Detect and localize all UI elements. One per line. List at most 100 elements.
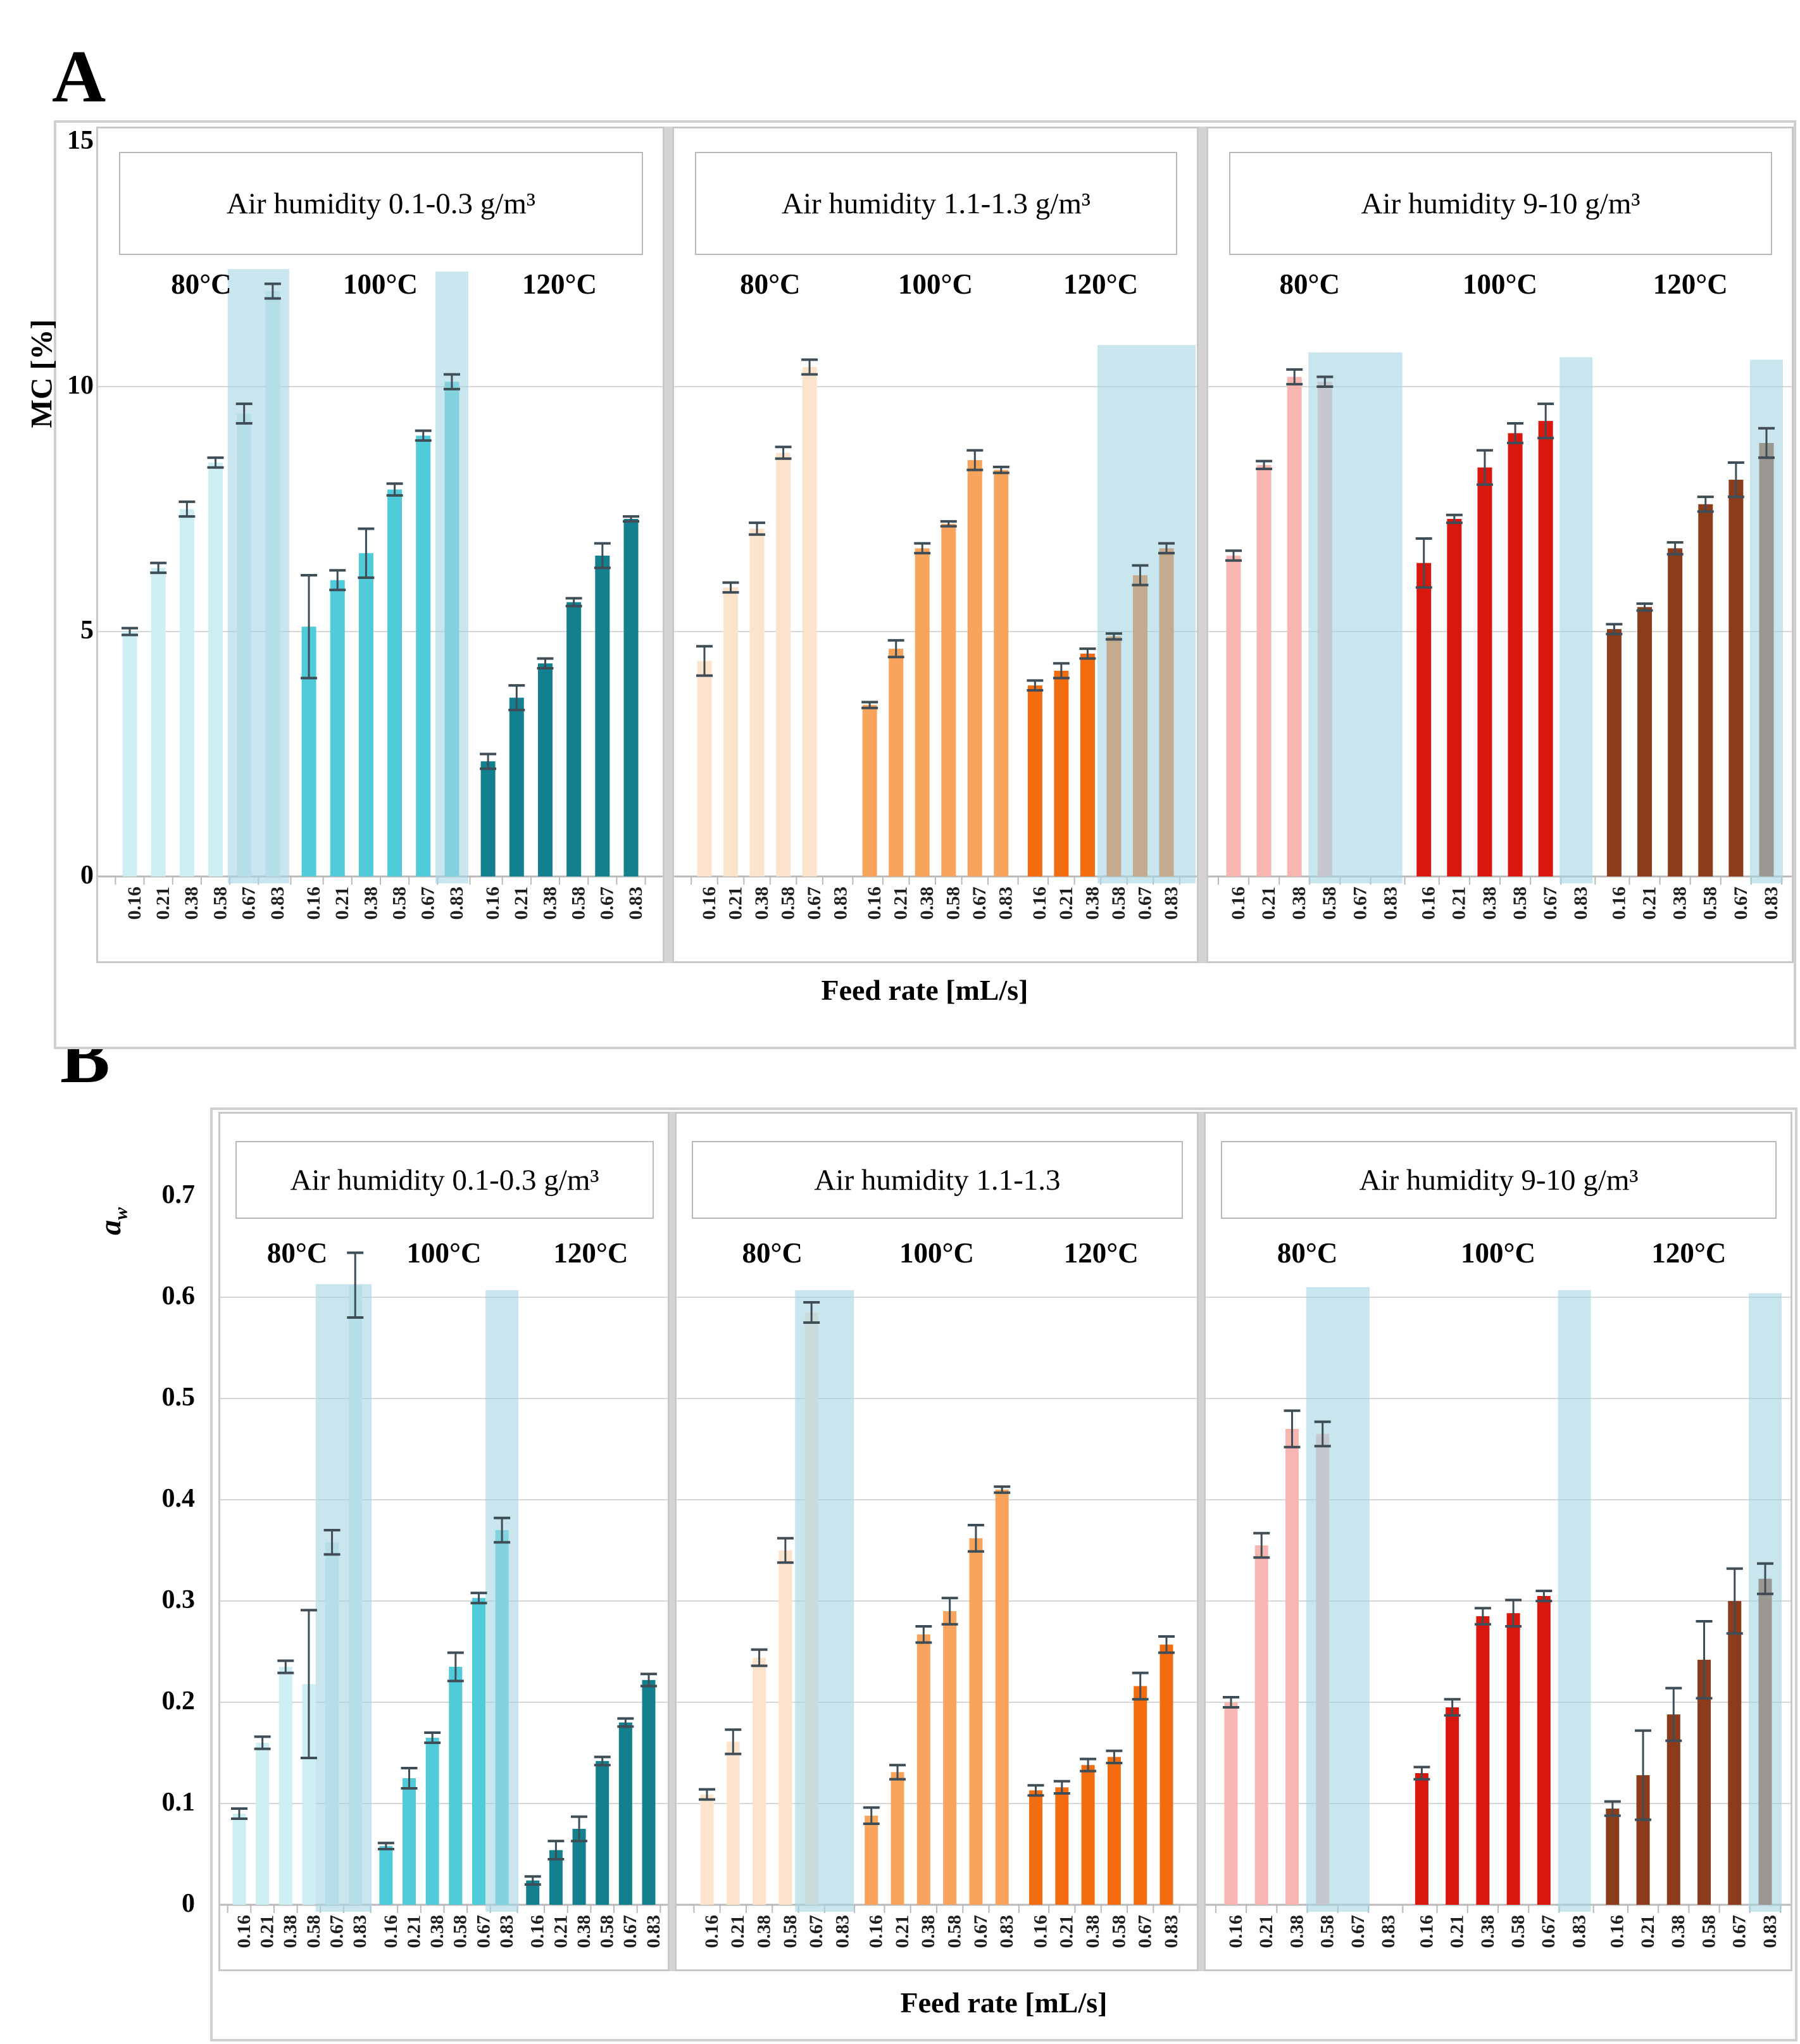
error-bar	[940, 520, 957, 528]
x-tick-label: 0.38	[918, 1915, 939, 1948]
bar-120°C-0.67	[1134, 1686, 1147, 1905]
temperature-label: 80°C	[171, 268, 232, 300]
error-bar	[1253, 1531, 1270, 1559]
error-bar	[565, 597, 582, 608]
panel-a-letter: A	[52, 35, 106, 118]
y-axis-title-text: aw	[93, 1207, 132, 1235]
x-tick-label: 0.67	[1135, 1915, 1156, 1948]
bar-100°C-0.83	[994, 470, 1009, 876]
bar-80°C-0.16	[1224, 1702, 1238, 1905]
x-tick-label: 0.83	[1161, 1915, 1182, 1948]
humidity-group-header: Air humidity 0.1-0.3 g/m³	[235, 1141, 654, 1219]
error-bar	[1053, 1779, 1070, 1795]
y-axis-title-main: a	[94, 1219, 128, 1235]
bar-80°C-0.58	[778, 1550, 792, 1905]
x-tick-label: 0.38	[1477, 1915, 1498, 1948]
x-tick-label: 0.38	[753, 1915, 774, 1948]
error-bar	[301, 573, 318, 680]
temperature-label: 120°C	[522, 268, 597, 300]
error-bar	[889, 1764, 906, 1781]
bar-120°C-0.16	[526, 1880, 540, 1905]
humidity-group-header: Air humidity 9-10 g/m³	[1229, 152, 1772, 255]
x-tick-label: 0.58	[303, 1915, 324, 1948]
x-tick-label: 0.58	[1509, 887, 1530, 920]
bar-120°C-0.16	[1606, 1809, 1620, 1905]
x-axis-title: Feed rate [mL/s]	[821, 974, 1028, 1006]
error-bar	[887, 639, 904, 659]
error-bar	[1314, 1420, 1331, 1448]
error-bar	[329, 569, 346, 592]
x-tick-label: 0.21	[892, 1915, 913, 1948]
x-tick-label: 0.16	[234, 1915, 254, 1948]
highlight-band	[1558, 1290, 1591, 1912]
x-tick-label: 0.16	[1416, 1915, 1437, 1948]
bar-80°C-0.58	[776, 452, 791, 876]
x-tick-label: 0.21	[727, 1915, 748, 1948]
error-bar	[1158, 542, 1175, 555]
error-bar	[1757, 1562, 1773, 1595]
bar-100°C-0.67	[969, 1538, 983, 1905]
x-tick-label: 0.16	[482, 887, 503, 920]
group-divider	[670, 1112, 675, 1971]
humidity-group: 0.16 0.21 0.38 0.58 0.67 0.83 0.16 0.21 0.38 0.58…	[218, 1112, 670, 1971]
x-tick-label: 0.67	[418, 887, 439, 920]
error-bar	[1256, 459, 1273, 471]
x-tick-label: 0.83	[349, 1915, 370, 1948]
temperature-label: 80°C	[1279, 268, 1341, 300]
x-tick-label: 0.21	[891, 887, 911, 920]
error-bar	[231, 1807, 247, 1820]
bar-80°C-0.16	[232, 1814, 246, 1905]
group-plot: 0.16 0.21 0.38 0.58 0.67 0.83 0.16 0.21 0.38 0.58…	[1208, 352, 1792, 920]
bar-100°C-0.38	[425, 1738, 439, 1905]
humidity-group-header: Air humidity 9-10 g/m³	[1221, 1141, 1777, 1219]
temperature-label: 120°C	[1063, 268, 1139, 300]
x-tick-label: 0.38	[1082, 887, 1103, 920]
x-tick-label: 0.83	[267, 887, 288, 920]
humidity-group: 0.16 0.21 0.38 0.58 0.67 0.83 0.16 0.21 0.38 0.58…	[672, 127, 1199, 963]
bar-120°C-0.38	[537, 663, 553, 876]
x-tick-label: 0.67	[806, 1915, 827, 1948]
bar-120°C-0.38	[572, 1829, 586, 1905]
humidity-group: 0.16 0.21 0.38 0.58 0.67 0.83 0.16 0.21 0.38 0.58…	[96, 127, 665, 963]
bar-80°C-0.38	[749, 528, 765, 876]
x-tick-label: 0.38	[360, 887, 381, 920]
error-bar	[424, 1731, 441, 1744]
bar-120°C-0.38	[1668, 548, 1683, 876]
x-tick-label: 0.16	[303, 887, 324, 920]
x-tick-label: 0.67	[239, 887, 259, 920]
bar-80°C-0.58	[302, 1684, 316, 1905]
highlight-band	[435, 271, 468, 883]
bar-100°C-0.21	[1447, 518, 1462, 876]
humidity-group: 0.16 0.21 0.38 0.58 0.67 0.83 0.16 0.21 0.38 0.58…	[675, 1112, 1199, 1971]
bar-100°C-0.16	[301, 626, 316, 876]
x-tick-label: 0.67	[597, 887, 618, 920]
bar-100°C-0.16	[865, 1816, 878, 1905]
x-tick-label: 0.21	[1256, 1915, 1277, 1948]
highlight-band	[1559, 357, 1593, 883]
temperature-label: 120°C	[1651, 1237, 1727, 1269]
x-tick-label: 0.83	[996, 1915, 1017, 1948]
bar-120°C-0.67	[1728, 480, 1744, 876]
x-tick-label: 0.67	[326, 1915, 347, 1948]
highlight-band	[485, 1290, 519, 1912]
x-tick-label: 0.83	[1570, 887, 1591, 920]
temperature-label: 100°C	[1461, 1237, 1535, 1269]
error-bar	[749, 521, 766, 536]
x-tick-label: 0.38	[539, 887, 560, 920]
x-tick-label: 0.58	[1700, 887, 1721, 920]
error-bar	[699, 1788, 715, 1801]
group-plot: 0.16 0.21 0.38 0.58 0.67 0.83 0.16 0.21 0.38 0.58…	[674, 345, 1197, 920]
error-bar	[1696, 1620, 1713, 1700]
error-bar	[722, 581, 739, 594]
error-bar	[1106, 1749, 1123, 1764]
bar-100°C-0.58	[943, 1611, 957, 1905]
x-tick-label: 0.58	[1108, 887, 1129, 920]
error-bar	[641, 1673, 657, 1688]
bar-100°C-0.38	[1476, 1616, 1490, 1905]
error-bar	[470, 1592, 487, 1605]
bar-80°C-0.21	[1256, 464, 1272, 876]
x-tick-label: 0.16	[527, 1915, 548, 1948]
x-tick-label: 0.38	[1479, 887, 1500, 920]
bar-100°C-0.21	[889, 649, 904, 876]
error-bar	[1415, 537, 1432, 589]
